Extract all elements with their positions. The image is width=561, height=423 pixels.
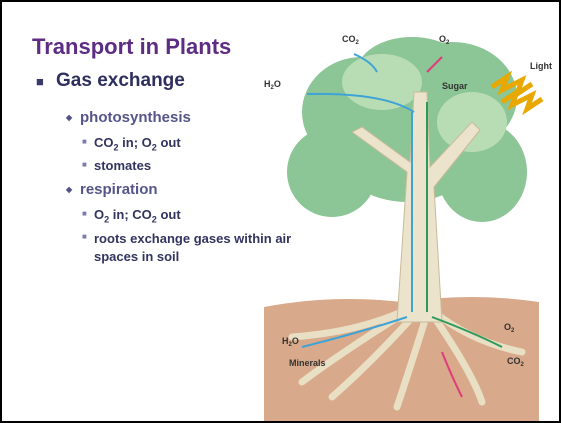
diagram-label: H2O	[264, 79, 281, 91]
bullet-marker: ■	[36, 74, 44, 89]
subscript: 2	[356, 40, 360, 46]
diagram-label: Minerals	[289, 358, 326, 368]
diagram-label: Light	[530, 61, 552, 71]
text-run: O	[292, 336, 299, 346]
bullet-marker: ◆	[66, 113, 72, 122]
text-run: stomates	[94, 158, 151, 173]
diagram-label: CO2	[342, 34, 360, 46]
text-run: O	[504, 322, 511, 332]
text-run: O	[274, 79, 281, 89]
sub-bullet-text: photosynthesis	[80, 109, 191, 126]
diagram-label: Sugar	[442, 81, 468, 91]
text-run: O	[439, 34, 446, 44]
text-run: O	[94, 207, 104, 222]
detail-text: CO2 in; O2 out	[94, 135, 181, 153]
text-run: CO	[342, 34, 356, 44]
sub-bullet-text: respiration	[80, 181, 158, 198]
bullet-text: Gas exchange	[56, 70, 185, 92]
text-run: Sugar	[442, 81, 468, 91]
text-run: Light	[530, 61, 552, 71]
detail-text: O2 in; CO2 out	[94, 207, 181, 225]
text-run: CO	[94, 135, 114, 150]
text-run: in; O	[119, 135, 152, 150]
text-run: out	[157, 135, 181, 150]
detail-text: roots exchange gases within air spaces i…	[94, 230, 309, 266]
bullet-marker: ■	[82, 209, 87, 218]
bullet-marker: ◆	[66, 185, 72, 194]
bullet-marker: ■	[82, 160, 87, 169]
bullet-marker: ■	[82, 137, 87, 146]
detail-text: stomates	[94, 158, 151, 173]
slide-title: Transport in Plants	[32, 34, 231, 60]
slide: CO2O2LightH2OSugarH2OMineralsO2CO2 Trans…	[0, 0, 561, 423]
text-run: roots exchange gases within air spaces i…	[94, 231, 291, 264]
text-run: out	[157, 207, 181, 222]
text-run: Minerals	[289, 358, 326, 368]
text-run: in; CO	[109, 207, 152, 222]
bullet-marker: ■	[82, 232, 87, 241]
text-run: CO	[507, 356, 521, 366]
